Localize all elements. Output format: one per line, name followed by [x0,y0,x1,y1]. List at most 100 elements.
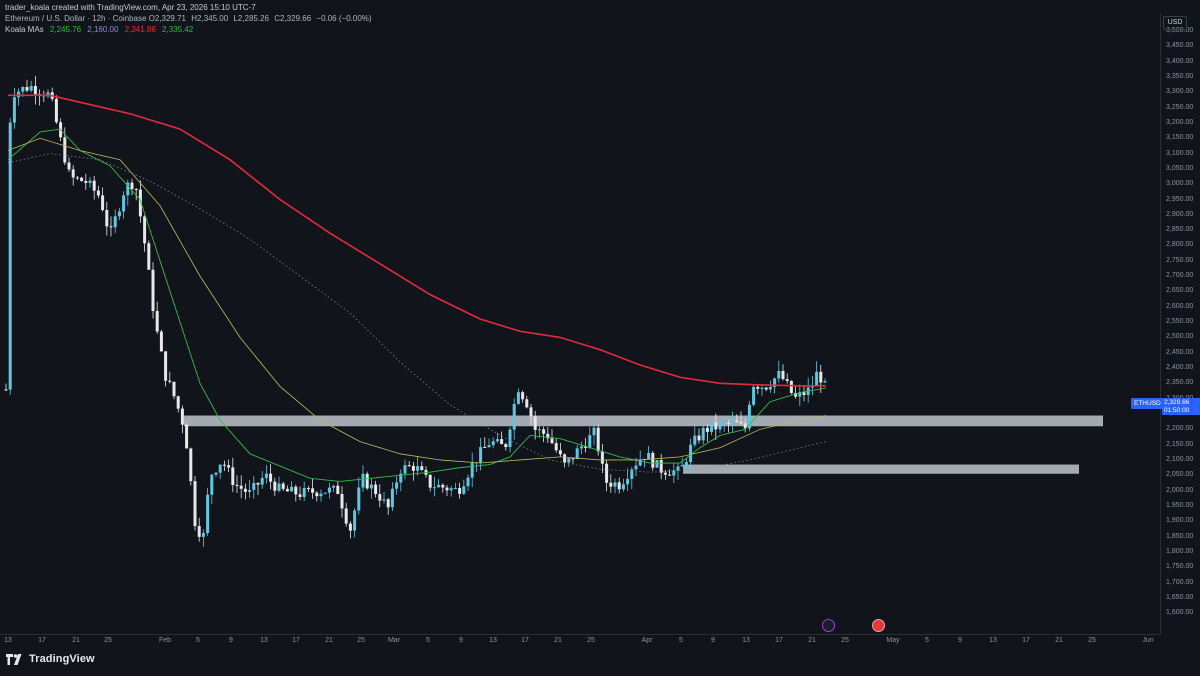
time-tick-label: 13 [4,637,12,644]
candle-body [495,439,499,442]
candle-body [747,404,751,429]
currency-button[interactable]: USD [1163,16,1187,30]
time-tick-label: 25 [1088,637,1096,644]
candle-body [626,478,630,485]
candle-body [46,92,50,97]
candle-body [92,180,96,191]
indicator-name[interactable]: Koala MAs [5,25,44,34]
candle-body [172,381,176,397]
event-marker-icon[interactable] [822,619,835,632]
open-value: O2,329.71 [148,14,187,23]
ma-value-3: 2,341.86 [124,25,156,34]
candle-body [336,485,340,494]
price-chart[interactable] [0,0,1160,634]
price-tick-label: 3,050.00 [1166,164,1194,172]
time-tick-label: 17 [1022,637,1030,644]
price-tick-label: 1,950.00 [1166,501,1194,509]
price-tick-label: 2,700.00 [1166,272,1194,280]
ma-dotted-line [7,153,827,473]
bar-countdown: 01:50:00 [1164,406,1190,414]
price-tick-label: 2,050.00 [1166,471,1194,479]
ma-red-line [8,94,826,387]
price-tick-label: 2,200.00 [1166,425,1194,433]
time-tick-label: 9 [958,637,962,644]
candle-body [554,443,558,451]
price-tick-label: 2,800.00 [1166,241,1194,249]
candle-body [17,91,21,98]
candle-body [222,464,226,466]
candle-body [374,484,378,495]
candle-body [130,182,134,190]
candle-body [201,533,205,537]
price-tick-label: 1,650.00 [1166,593,1194,601]
price-tick-label: 2,900.00 [1166,210,1194,218]
time-tick-label: 21 [72,637,80,644]
candle-body [655,459,659,468]
time-tick-label: 5 [196,637,200,644]
candle-body [437,484,441,488]
price-tick-label: 3,400.00 [1166,57,1194,65]
ma-green-line [7,128,827,482]
ma-yellow-line [7,137,827,464]
candle-body [726,422,730,424]
candle-body [533,416,537,430]
candle-body [323,492,327,494]
candle-body [189,448,193,482]
candle-body [21,86,25,92]
candle-body [676,466,680,471]
time-tick-label: 13 [742,637,750,644]
time-tick-label: Jun [1142,637,1154,644]
candle-body [84,181,88,184]
candle-body [819,371,823,383]
price-tick-label: 2,600.00 [1166,302,1194,310]
candle-body [256,483,260,485]
instrument-title[interactable]: Ethereum / U.S. Dollar · 12h · Coinbase [5,14,147,23]
ma-value-1: 2,245.76 [49,25,82,34]
candle-body [332,485,336,488]
candle-body [663,472,667,475]
price-tick-label: 2,000.00 [1166,486,1194,494]
symbol-row: Ethereum / U.S. Dollar · 12h · Coinbase … [5,13,375,24]
candle-body [567,458,571,463]
time-axis[interactable]: 13 17 21 25 Feb 5 9 13 17 21 25 Mar 5 9 13 17 21 25 Apr 5 9 1… [0,634,1160,649]
candle-body [231,467,235,485]
candle-body [525,399,529,408]
candle-body [126,182,130,196]
indicator-row[interactable]: Koala MAs 2,245.76 2,160.00 2,341.86 2,3… [5,24,375,35]
candle-body [302,488,306,497]
candle-body [693,435,697,445]
footer: TradingView [0,648,1200,676]
time-tick-label: 9 [229,637,233,644]
time-tick-label: 9 [459,637,463,644]
candle-body [411,465,415,471]
candle-body [185,424,189,449]
price-tick-label: 2,350.00 [1166,379,1194,387]
tradingview-logo[interactable]: TradingView [6,653,95,665]
candle-body [210,474,214,495]
candle-body [491,441,495,446]
candle-body [113,216,117,228]
candle-body [668,474,672,476]
candle-body [722,422,726,424]
candle-body [176,396,180,409]
candle-body [361,473,365,488]
candle-body [63,137,67,163]
candle-body [197,526,201,537]
candle-body [252,483,256,490]
price-tick-label: 1,900.00 [1166,517,1194,525]
price-tick-label: 3,250.00 [1166,103,1194,111]
candle-body [613,482,617,487]
candle-body [369,484,373,489]
candle-body [168,380,172,382]
candle-body [365,473,369,489]
candle-body [235,484,239,486]
flag-event-icon[interactable] [872,619,885,632]
candle-body [390,488,394,508]
candle-body [689,444,693,463]
candle-body [487,445,491,448]
support-zone [184,415,1103,427]
time-tick-label: 21 [325,637,333,644]
last-price-tag: 2,329.66 01:50:00 [1162,398,1200,415]
price-axis[interactable]: 3,500.00 3,450.00 3,400.00 3,350.00 3,300.00… [1160,14,1200,634]
